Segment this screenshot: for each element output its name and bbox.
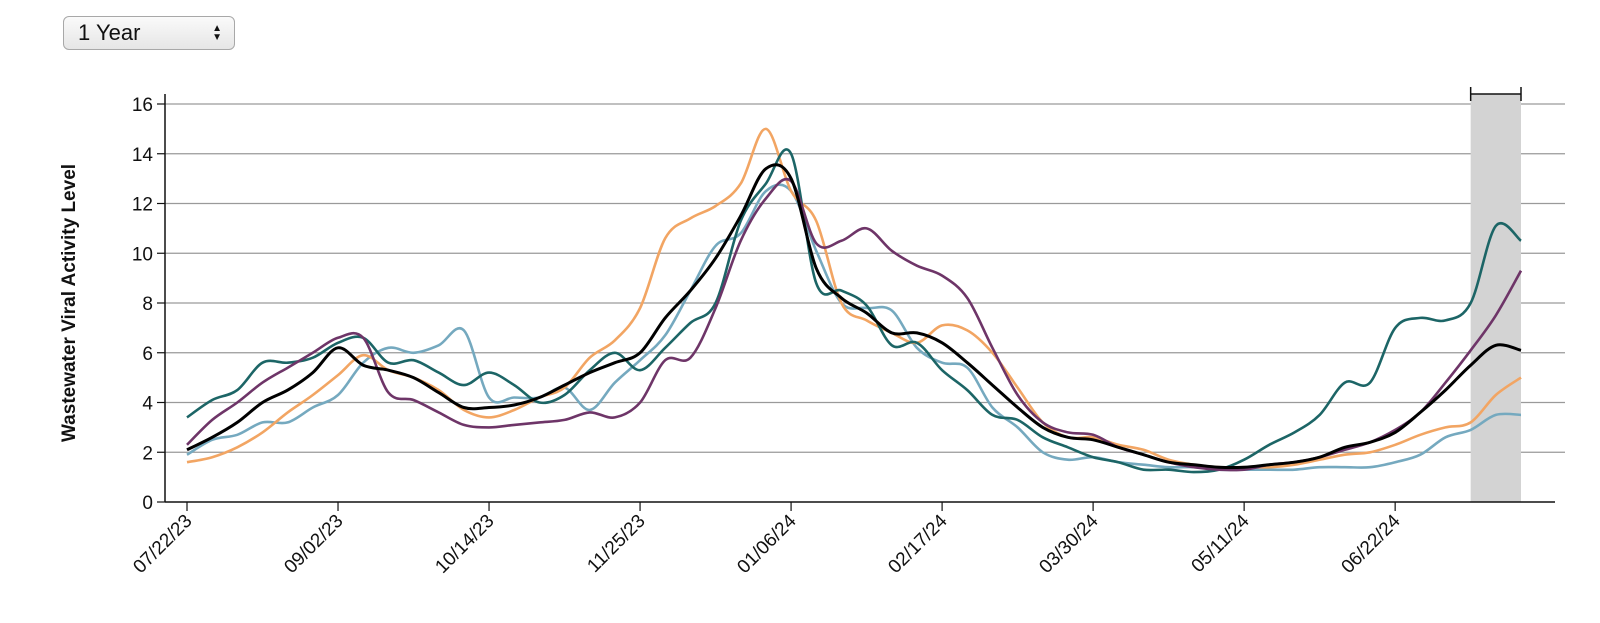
time-range-select[interactable]: 1 Year ▲ ▼: [63, 16, 235, 50]
select-arrows-icon: ▲ ▼: [212, 23, 222, 43]
series-line-2: [186, 127, 1522, 469]
y-tick-label: 8: [142, 294, 153, 315]
x-tick-label: 05/11/24: [1188, 510, 1254, 576]
series-line-4: [186, 148, 1522, 474]
x-tick-label: 03/30/24: [1035, 510, 1102, 577]
y-tick-label: 2: [142, 443, 153, 464]
y-tick-label: 6: [142, 344, 153, 365]
x-axis-ticks: 07/22/23 09/02/23 10/14/23 11/25/23 01/06/24…: [129, 502, 1405, 578]
y-axis-ticks: 0 2 4 6 8 10 12 14 16: [132, 95, 165, 514]
series-lines: [186, 127, 1523, 474]
x-tick-label: 09/02/23: [280, 511, 347, 578]
x-tick-label: 10/14/23: [431, 511, 498, 578]
highlight-bracket: [1469, 87, 1522, 101]
x-tick-label: 06/22/24: [1338, 510, 1405, 577]
y-tick-label: 0: [142, 493, 153, 514]
highlight-band: [1470, 94, 1521, 502]
x-tick-label: 02/17/24: [884, 510, 951, 577]
time-range-value: 1 Year: [78, 20, 141, 45]
x-tick-label: 07/22/23: [129, 511, 196, 578]
y-tick-label: 4: [142, 394, 153, 415]
series-line-1: [186, 178, 1523, 472]
gridlines: [165, 103, 1565, 453]
axes: [164, 94, 1555, 503]
series-line-0: [186, 163, 1522, 469]
y-tick-label: 16: [132, 95, 153, 116]
x-tick-label: 11/25/23: [583, 511, 649, 577]
y-tick-label: 14: [132, 145, 154, 166]
y-tick-label: 12: [132, 195, 153, 216]
y-tick-label: 10: [132, 244, 153, 265]
series-line-3: [186, 183, 1522, 472]
x-tick-label: 01/06/24: [733, 510, 800, 577]
y-axis-title: Wastewater Viral Activity Level: [59, 164, 80, 442]
